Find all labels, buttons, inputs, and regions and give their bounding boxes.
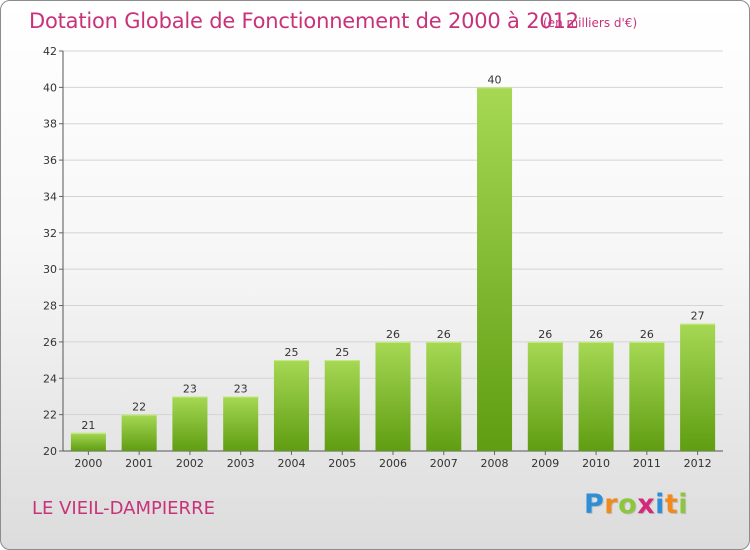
y-tick-label: 30	[43, 263, 57, 276]
y-tick-label: 22	[43, 409, 57, 422]
bar	[578, 341, 614, 451]
units-label: (en milliers d'€)	[543, 16, 638, 30]
data-label: 40	[488, 73, 502, 86]
bar	[172, 396, 208, 451]
data-label: 27	[691, 310, 705, 323]
bar	[629, 341, 665, 451]
x-tick-label: 2002	[176, 457, 204, 470]
x-tick-label: 2003	[227, 457, 255, 470]
y-tick-label: 20	[43, 445, 57, 458]
x-tick-label: 2005	[328, 457, 356, 470]
bar	[70, 432, 106, 451]
bar	[223, 396, 259, 451]
x-tick-label: 2011	[633, 457, 661, 470]
x-tick-label: 2012	[684, 457, 712, 470]
chart-title: Dotation Globale de Fonctionnement de 20…	[29, 9, 579, 33]
logo-letter: t	[664, 489, 679, 520]
y-tick-label: 32	[43, 227, 57, 240]
data-label: 26	[538, 328, 552, 341]
y-tick-label: 36	[43, 154, 57, 167]
data-label: 26	[589, 328, 603, 341]
x-tick-label: 2009	[531, 457, 559, 470]
data-label: 23	[183, 382, 197, 395]
bars	[70, 87, 716, 451]
data-label: 25	[335, 346, 349, 359]
logo-letter: o	[618, 489, 638, 520]
x-tick-label: 2001	[125, 457, 153, 470]
x-tick-label: 2007	[430, 457, 458, 470]
bar	[324, 360, 360, 451]
proxiti-logo: Proxiti	[584, 489, 688, 520]
x-tick-label: 2008	[481, 457, 509, 470]
x-tick-label: 2006	[379, 457, 407, 470]
logo-letter: i	[655, 489, 665, 520]
data-label: 23	[234, 382, 248, 395]
x-tick-label: 2000	[74, 457, 102, 470]
data-label: 26	[437, 328, 451, 341]
data-label: 26	[386, 328, 400, 341]
logo-letter: r	[604, 489, 619, 520]
y-tick-label: 38	[43, 118, 57, 131]
logo-letter: P	[584, 489, 605, 520]
labels: 20 22 24 26 28 30 32 34 36 38 40 42 21 2000 22 2001 23 20…	[43, 45, 712, 470]
bar	[273, 360, 309, 451]
data-label: 26	[640, 328, 654, 341]
bar	[527, 341, 563, 451]
y-tick-label: 28	[43, 300, 57, 313]
y-tick-label: 40	[43, 81, 57, 94]
bar	[375, 341, 411, 451]
commune-name: LE VIEIL-DAMPIERRE	[32, 498, 215, 519]
data-label: 25	[284, 346, 298, 359]
data-label: 21	[81, 419, 95, 432]
x-tick-label: 2010	[582, 457, 610, 470]
data-label: 22	[132, 401, 146, 414]
y-tick-label: 42	[43, 45, 57, 58]
bar	[121, 414, 157, 451]
bar	[477, 87, 513, 451]
logo-letter: i	[678, 489, 689, 520]
y-tick-label: 24	[43, 372, 57, 385]
y-tick-label: 26	[43, 336, 57, 349]
y-tick-label: 34	[43, 190, 57, 203]
bar	[680, 323, 716, 451]
x-tick-label: 2004	[277, 457, 305, 470]
logo-letter: x	[637, 489, 656, 520]
bar	[426, 341, 462, 451]
